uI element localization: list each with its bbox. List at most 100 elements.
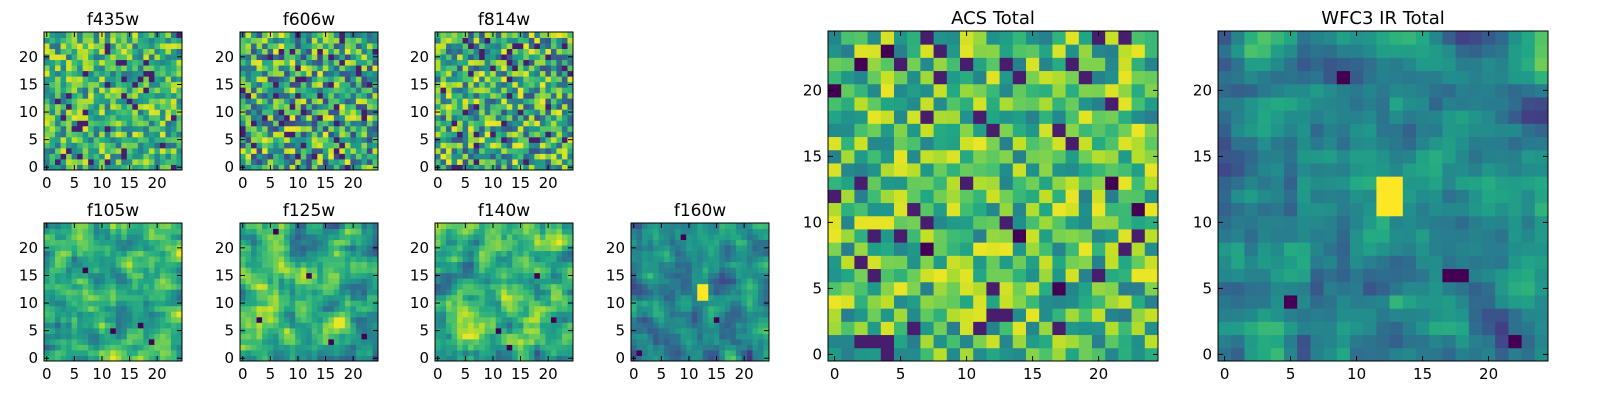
heatmap-cell — [55, 136, 62, 143]
heatmap-cell — [545, 153, 552, 160]
heatmap-cell — [328, 43, 335, 50]
heatmap-cell — [933, 347, 948, 362]
heatmap-cell — [702, 333, 709, 340]
heatmap-cell — [251, 355, 258, 362]
heatmap-cell — [366, 327, 373, 334]
heatmap-cell — [317, 294, 324, 301]
heatmap-cell — [322, 103, 329, 110]
heatmap-cell — [719, 223, 726, 229]
heatmap-cell — [1039, 308, 1053, 322]
heatmap-cell — [99, 136, 106, 143]
heatmap-cell — [501, 65, 508, 72]
heatmap-cell — [664, 349, 671, 356]
heatmap-cell — [512, 125, 519, 132]
heatmap-cell — [523, 316, 530, 323]
x-tick-label: 0 — [42, 174, 52, 192]
heatmap-cell — [77, 109, 84, 116]
heatmap-cell — [446, 32, 453, 38]
heatmap-cell — [501, 234, 508, 241]
heatmap-cell — [763, 344, 770, 351]
heatmap-cell — [88, 92, 95, 99]
heatmap-cell — [159, 37, 166, 44]
heatmap-cell — [523, 65, 530, 72]
heatmap-cell — [82, 338, 89, 345]
heatmap-cell — [132, 267, 139, 274]
heatmap-cell — [539, 59, 546, 66]
heatmap-cell — [88, 65, 95, 72]
heatmap-cell — [143, 228, 150, 235]
heatmap-cell — [132, 289, 139, 296]
heatmap-cell — [284, 48, 291, 55]
heatmap-cell — [148, 43, 155, 50]
heatmap-cell — [636, 239, 643, 246]
heatmap-cell — [446, 228, 453, 235]
heatmap-cell — [501, 322, 508, 329]
heatmap-cell — [686, 289, 693, 296]
heatmap-cell — [251, 289, 258, 296]
heatmap-cell — [251, 70, 258, 77]
heatmap-cell — [355, 164, 362, 171]
heatmap-cell — [763, 333, 770, 340]
heatmap-cell — [675, 272, 682, 279]
heatmap-cell — [49, 283, 56, 290]
heatmap-cell — [675, 283, 682, 290]
heatmap-cell — [267, 158, 274, 165]
heatmap-cell — [306, 147, 313, 154]
heatmap-cell — [322, 70, 329, 77]
heatmap-cell — [176, 153, 183, 160]
heatmap-cell — [506, 142, 513, 149]
heatmap-cell — [66, 355, 73, 362]
heatmap-cell — [691, 256, 698, 263]
heatmap-cell — [278, 267, 285, 274]
heatmap-cell — [479, 327, 486, 334]
heatmap-cell — [517, 338, 524, 345]
heatmap-cell — [110, 272, 117, 279]
heatmap-cell — [311, 32, 318, 38]
heatmap-cell — [154, 349, 161, 356]
heatmap-cell — [675, 261, 682, 268]
heatmap-cell — [176, 344, 183, 351]
heatmap-cell — [752, 333, 759, 340]
heatmap-cell — [295, 333, 302, 340]
heatmap-cell — [440, 164, 447, 171]
heatmap-cell — [462, 109, 469, 116]
heatmap-cell — [245, 59, 252, 66]
heatmap-cell — [154, 59, 161, 66]
heatmap-cell — [664, 289, 671, 296]
heatmap-cell — [680, 278, 687, 285]
heatmap-cell — [528, 305, 535, 312]
heatmap-cell — [311, 355, 318, 362]
heatmap-cell — [501, 327, 508, 334]
heatmap-cell — [523, 228, 530, 235]
heatmap-cell — [306, 327, 313, 334]
heatmap-cell — [752, 327, 759, 334]
heatmap-cell — [841, 176, 855, 190]
heatmap-cell — [880, 149, 895, 164]
heatmap-cell — [71, 87, 78, 94]
heatmap-cell — [165, 142, 172, 149]
heatmap-cell — [159, 147, 166, 154]
heatmap-cell — [256, 54, 263, 61]
heatmap-cell — [322, 311, 329, 318]
heatmap-cell — [170, 272, 177, 279]
heatmap-cell — [1118, 242, 1133, 256]
heatmap-cell — [561, 327, 568, 334]
heatmap-cell — [278, 338, 285, 345]
heatmap-cell — [104, 87, 111, 94]
heatmap-cell — [473, 327, 480, 334]
heatmap-cell — [148, 228, 155, 235]
heatmap-cell — [1052, 268, 1067, 283]
heatmap-cell — [82, 333, 89, 340]
heatmap-cell — [262, 278, 269, 285]
heatmap-cell — [295, 59, 302, 66]
heatmap-cell — [176, 142, 183, 149]
heatmap-cell — [273, 256, 280, 263]
heatmap-cell — [523, 305, 530, 312]
heatmap-cell — [121, 261, 128, 268]
heatmap-cell — [361, 256, 368, 263]
heatmap-cell — [372, 283, 379, 290]
heatmap-cell — [457, 70, 464, 77]
heatmap-cell — [256, 234, 263, 241]
heatmap-cell — [339, 114, 346, 121]
heatmap-cell — [289, 70, 296, 77]
